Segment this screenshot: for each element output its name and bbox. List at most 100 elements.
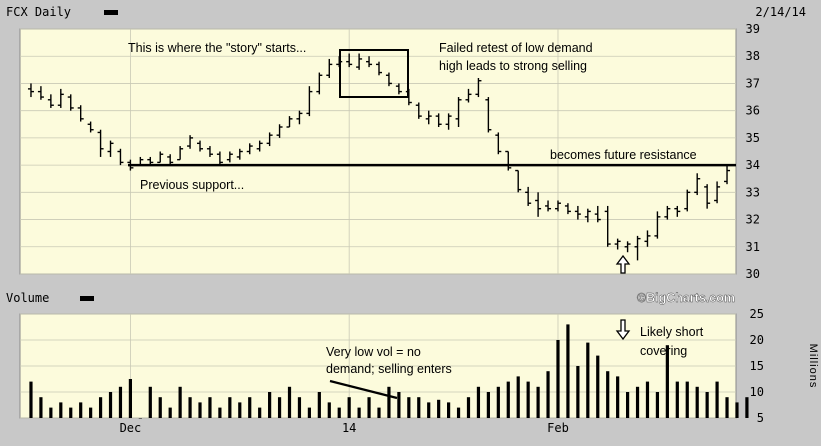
price-bar [57,88,64,108]
volume-y-axis-label: Millions [807,344,819,389]
price-bar [77,105,84,122]
failed-retest-annotation-line2: high leads to strong selling [439,59,587,73]
volume-bar [586,342,590,418]
price-bar [246,143,253,155]
volume-bar [566,324,570,418]
price-bar [117,148,124,166]
price-bar [127,159,134,171]
price-bar [604,205,611,247]
price-bar [385,72,392,87]
price-bar [584,208,591,223]
volume-bar [556,340,560,418]
price-legend-swatch [104,10,118,15]
volume-bar [258,407,262,418]
volume-bar [59,402,63,418]
price-bar [694,173,701,196]
price-tick-label: 38 [746,49,760,63]
volume-bar [397,392,401,418]
price-bar [654,211,661,239]
volume-bar [635,386,640,418]
x-tick-label: 14 [342,421,356,435]
price-bar [704,184,711,209]
volume-bar [89,407,93,418]
price-bar [445,113,452,130]
price-bar [714,181,721,204]
volume-bar [695,386,699,418]
volume-bar [735,402,739,418]
volume-bar [466,397,471,418]
price-tick-label: 30 [746,267,760,281]
price-y-axis: 30 31 32 33 34 35 36 37 38 39 [746,22,760,281]
price-bar [594,205,601,223]
price-tick-label: 33 [746,185,760,199]
short-covering-annotation-line2: covering [640,344,687,358]
volume-bar [118,386,123,418]
volume-bar [128,379,133,418]
volume-bar [576,366,580,418]
volume-bar [248,397,252,418]
price-bar [495,132,502,155]
price-bar [177,146,184,161]
volume-bar [407,397,411,418]
price-bar [216,151,223,166]
price-bar [405,88,412,106]
price-bars [27,53,731,261]
price-bar [306,86,313,117]
price-bar [27,83,34,98]
price-bar [256,140,263,152]
price-tick-label: 35 [746,131,760,145]
volume-bar [437,399,441,418]
short-covering-annotation-line1: Likely short [640,325,704,339]
price-bar [634,235,641,261]
volume-bar [148,386,152,418]
price-bar [664,205,671,220]
future-resistance-annotation: becomes future resistance [550,148,697,162]
price-bar [455,97,462,127]
price-tick-label: 39 [746,22,760,36]
volume-bar [277,397,282,418]
price-bar [505,150,512,171]
volume-tick-label: 10 [750,385,764,399]
low-volume-annotation-line2: demand; selling enters [326,362,452,376]
volume-bar [516,376,520,418]
volume-bar [506,381,510,418]
volume-bar [218,407,222,418]
volume-bar [188,397,192,418]
price-bar [465,88,472,103]
up-arrow-icon [615,254,631,274]
volume-bar [486,392,490,418]
volume-bar [625,392,630,418]
price-bar [147,156,154,166]
price-grid [20,28,736,275]
x-axis: Dec 14 Feb [120,421,569,435]
price-bar [187,135,194,149]
volume-bar [377,407,381,418]
price-bar [336,56,343,68]
volume-bar [29,381,33,418]
volume-bar [347,397,351,418]
volume-bar [327,402,331,418]
price-bar [515,169,522,193]
price-tick-label: 34 [746,158,760,172]
volume-tick-label: 25 [750,307,764,321]
volume-bar [725,397,729,418]
price-tick-label: 32 [746,213,760,227]
down-arrow-icon [615,319,631,341]
volume-bar [675,381,679,418]
volume-bar [417,397,421,418]
volume-legend-swatch [80,296,94,301]
x-tick-label: Feb [547,421,569,435]
volume-bar [208,397,212,418]
volume-bar [158,397,162,418]
price-bar [97,129,104,157]
volume-bar [665,345,669,418]
price-bar [395,83,402,95]
price-bar [674,205,681,217]
ticker-label: FCX Daily [6,5,71,19]
price-bar [545,200,552,212]
volume-bar [69,407,73,418]
price-bar [226,151,233,163]
story-start-annotation: This is where the "story" starts... [128,41,306,55]
chart-date: 2/14/14 [755,5,806,19]
